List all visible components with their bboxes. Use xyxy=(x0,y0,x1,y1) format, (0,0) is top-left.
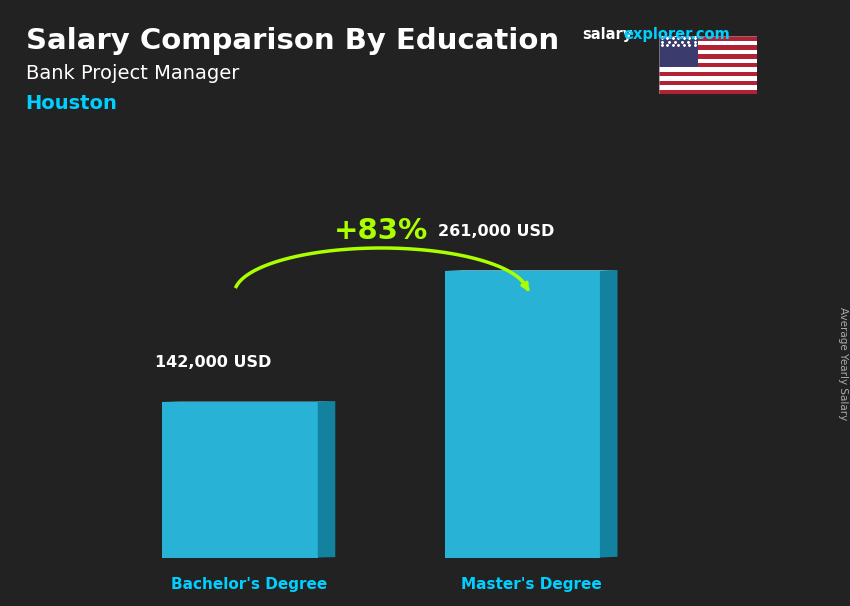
Text: Master's Degree: Master's Degree xyxy=(461,577,602,592)
Text: Bachelor's Degree: Bachelor's Degree xyxy=(171,577,327,592)
Text: 142,000 USD: 142,000 USD xyxy=(156,355,272,370)
Bar xyxy=(445,271,600,558)
Bar xyxy=(659,67,756,72)
Bar xyxy=(659,59,756,63)
Bar xyxy=(659,63,756,67)
Text: salary: salary xyxy=(582,27,632,42)
Bar xyxy=(659,76,756,81)
Bar xyxy=(659,36,756,41)
Polygon shape xyxy=(445,270,617,271)
Bar xyxy=(659,85,756,90)
Bar xyxy=(659,41,756,45)
Polygon shape xyxy=(600,270,617,558)
Bar xyxy=(162,402,318,558)
Text: Bank Project Manager: Bank Project Manager xyxy=(26,64,239,82)
Bar xyxy=(659,36,698,67)
Bar xyxy=(659,54,756,59)
Text: 261,000 USD: 261,000 USD xyxy=(438,224,554,239)
Text: Salary Comparison By Education: Salary Comparison By Education xyxy=(26,27,558,55)
Text: explorer.com: explorer.com xyxy=(623,27,730,42)
Bar xyxy=(659,50,756,54)
Bar xyxy=(659,90,756,94)
Text: +83%: +83% xyxy=(334,216,428,245)
Bar xyxy=(659,72,756,76)
Polygon shape xyxy=(318,401,335,558)
Text: Houston: Houston xyxy=(26,94,117,113)
Text: Average Yearly Salary: Average Yearly Salary xyxy=(838,307,848,420)
Bar xyxy=(659,81,756,85)
Bar xyxy=(659,45,756,50)
